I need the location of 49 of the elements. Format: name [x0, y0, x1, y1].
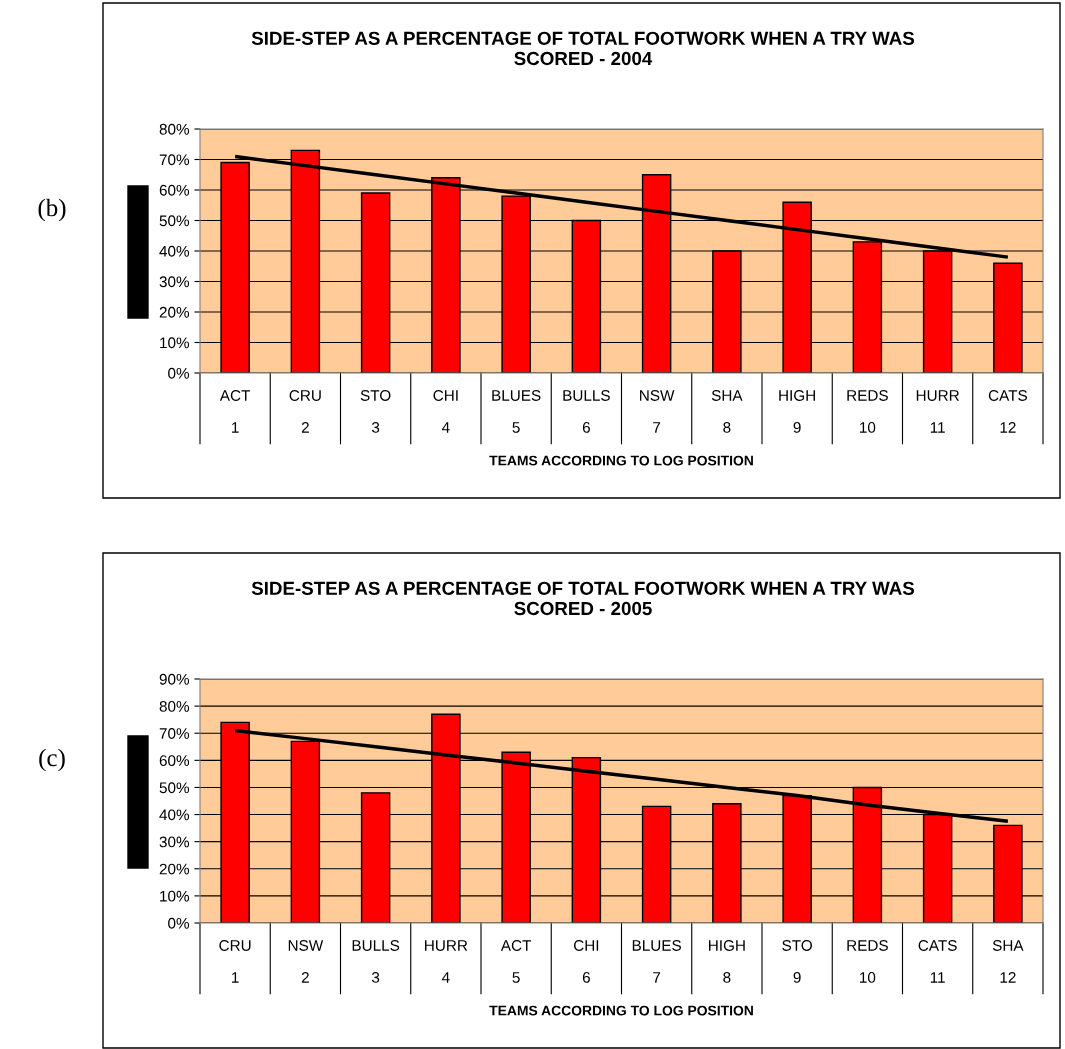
text: (b)	[38, 198, 66, 222]
y-tick-label: 10%	[160, 337, 190, 349]
category-label: HIGH 8	[709, 940, 745, 983]
category-label: STO 9	[782, 940, 812, 983]
category-label: HURR 4	[425, 940, 468, 983]
y-tick-label: 50%	[159, 215, 190, 227]
y-tick-label: 40%	[159, 245, 190, 257]
category-label: CRU 1	[219, 940, 251, 983]
category-label: STO 3	[360, 390, 391, 433]
text: (c)	[39, 748, 65, 772]
category-label: BULLS 6	[563, 390, 610, 433]
category-label: BLUES 7	[632, 940, 681, 983]
x-axis-title: TEAMS ACCORDING TO LOG POSITION	[489, 455, 753, 466]
category-label: HIGH 9	[779, 390, 815, 433]
y-tick-label: 50%	[159, 782, 190, 794]
category-label: SHA 8	[711, 390, 743, 433]
y-tick-label: 70%	[159, 154, 190, 166]
y-tick-label: 20%	[159, 863, 190, 875]
category-label: ACT 5	[500, 940, 532, 983]
category-label: REDS 10	[847, 390, 888, 433]
category-label: REDS 10	[847, 940, 888, 983]
category-label: NSW 2	[288, 940, 324, 983]
y-tick-label: 30%	[159, 276, 190, 288]
category-label: NSW 7	[640, 390, 675, 433]
y-tick-label: 40%	[159, 809, 190, 821]
chart-title: SIDE-STEP AS A PERCENTAGE OF TOTAL FOOTWORK WHEN A TRY WAS SCORED - 2004	[251, 31, 915, 66]
y-tick-label: 90%	[159, 673, 190, 685]
y-tick-label: 80%	[159, 700, 190, 712]
y-tick-label: 30%	[159, 836, 190, 848]
chart-title: SIDE-STEP AS A PERCENTAGE OF TOTAL FOOTWORK WHEN A TRY WAS SCORED - 2005	[251, 581, 915, 616]
category-label: CATS 12	[988, 390, 1027, 433]
category-label: CHI 6	[574, 940, 599, 983]
y-tick-label: 0%	[168, 367, 190, 379]
category-label: ACT 1	[219, 390, 251, 433]
category-label: CRU 2	[289, 390, 321, 433]
category-label: HURR 11	[916, 390, 959, 433]
category-label: CHI 4	[433, 390, 458, 433]
y-tick-label: 60%	[159, 184, 190, 196]
y-tick-label: 0%	[168, 917, 190, 929]
category-label: CATS 11	[918, 940, 957, 983]
category-label: SHA 12	[992, 940, 1024, 983]
y-tick-label: 80%	[159, 123, 190, 135]
x-axis-title: TEAMS ACCORDING TO LOG POSITION	[489, 1005, 753, 1016]
category-label: BULLS 3	[352, 940, 400, 983]
y-tick-label: 70%	[159, 728, 190, 739]
y-tick-label: 10%	[160, 890, 190, 902]
y-tick-label: 20%	[159, 306, 190, 318]
category-label: BLUES 5	[492, 390, 541, 433]
y-tick-label: 60%	[159, 755, 190, 767]
